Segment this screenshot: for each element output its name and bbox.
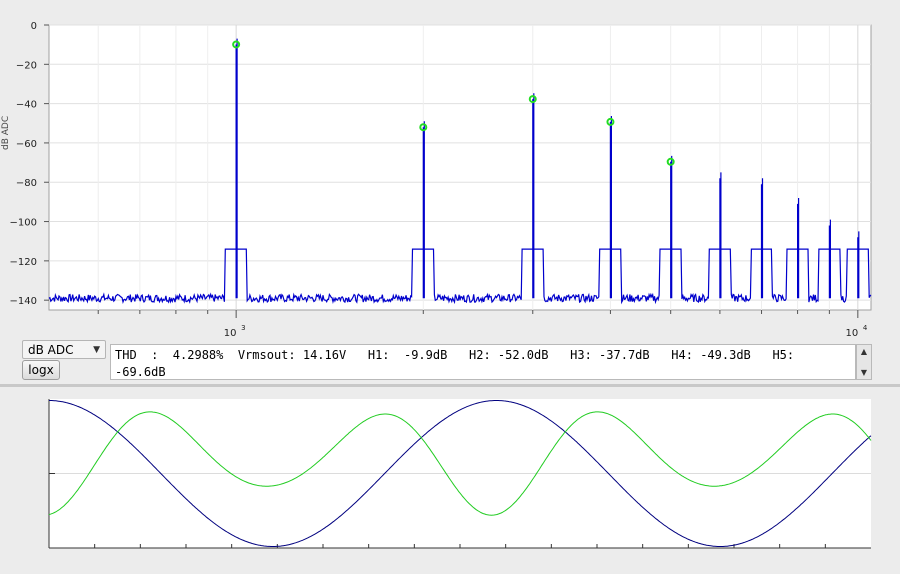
harmonic-marker xyxy=(419,123,428,132)
harmonic-marker xyxy=(528,95,537,104)
unit-select[interactable]: dB ADC ▼ xyxy=(22,340,106,359)
y-tick-label: −140 xyxy=(10,296,37,307)
spectrum-chart: 0 −20 −40 −60 −80 −100 −120 −140 10 3 10 4 dB ADC xyxy=(1,21,872,339)
arrow-up-icon[interactable]: ▲ xyxy=(860,347,868,356)
waveform-chart xyxy=(48,399,872,549)
y-tick-label: −100 xyxy=(10,218,37,229)
y-axis-label: dB ADC xyxy=(1,116,11,150)
arrow-down-icon[interactable]: ▼ xyxy=(860,368,868,377)
waveform-series-fundamental xyxy=(49,400,872,547)
harmonic-marker xyxy=(232,40,241,49)
y-tick-label: −20 xyxy=(16,60,37,71)
x-tick-label: 10 xyxy=(224,328,237,339)
spectrum-series-line xyxy=(48,38,872,305)
harmonic-marker xyxy=(666,157,675,166)
readout-scrollbar[interactable]: ▲ ▼ xyxy=(856,344,872,380)
unit-select-value: dB ADC xyxy=(28,343,74,357)
logx-button[interactable]: logx xyxy=(22,360,60,380)
chevron-down-icon: ▼ xyxy=(93,345,100,355)
x-tick-exponent: 4 xyxy=(863,324,868,332)
y-tick-label: −120 xyxy=(10,257,37,268)
x-tick-exponent: 3 xyxy=(241,324,245,332)
spectrum-plot-area[interactable] xyxy=(48,24,872,311)
y-tick-label: 0 xyxy=(31,21,37,32)
y-tick-label: −60 xyxy=(16,139,37,150)
panel-divider[interactable] xyxy=(0,384,900,387)
y-tick-label: −80 xyxy=(16,178,37,189)
x-tick-label: 10 xyxy=(845,328,858,339)
waveform-series-output xyxy=(48,411,872,516)
y-tick-label: −40 xyxy=(16,100,37,111)
thd-readout: THD : 4.2988% Vrmsout: 14.16V H1: -9.9dB… xyxy=(110,344,856,380)
harmonic-marker xyxy=(606,117,615,126)
